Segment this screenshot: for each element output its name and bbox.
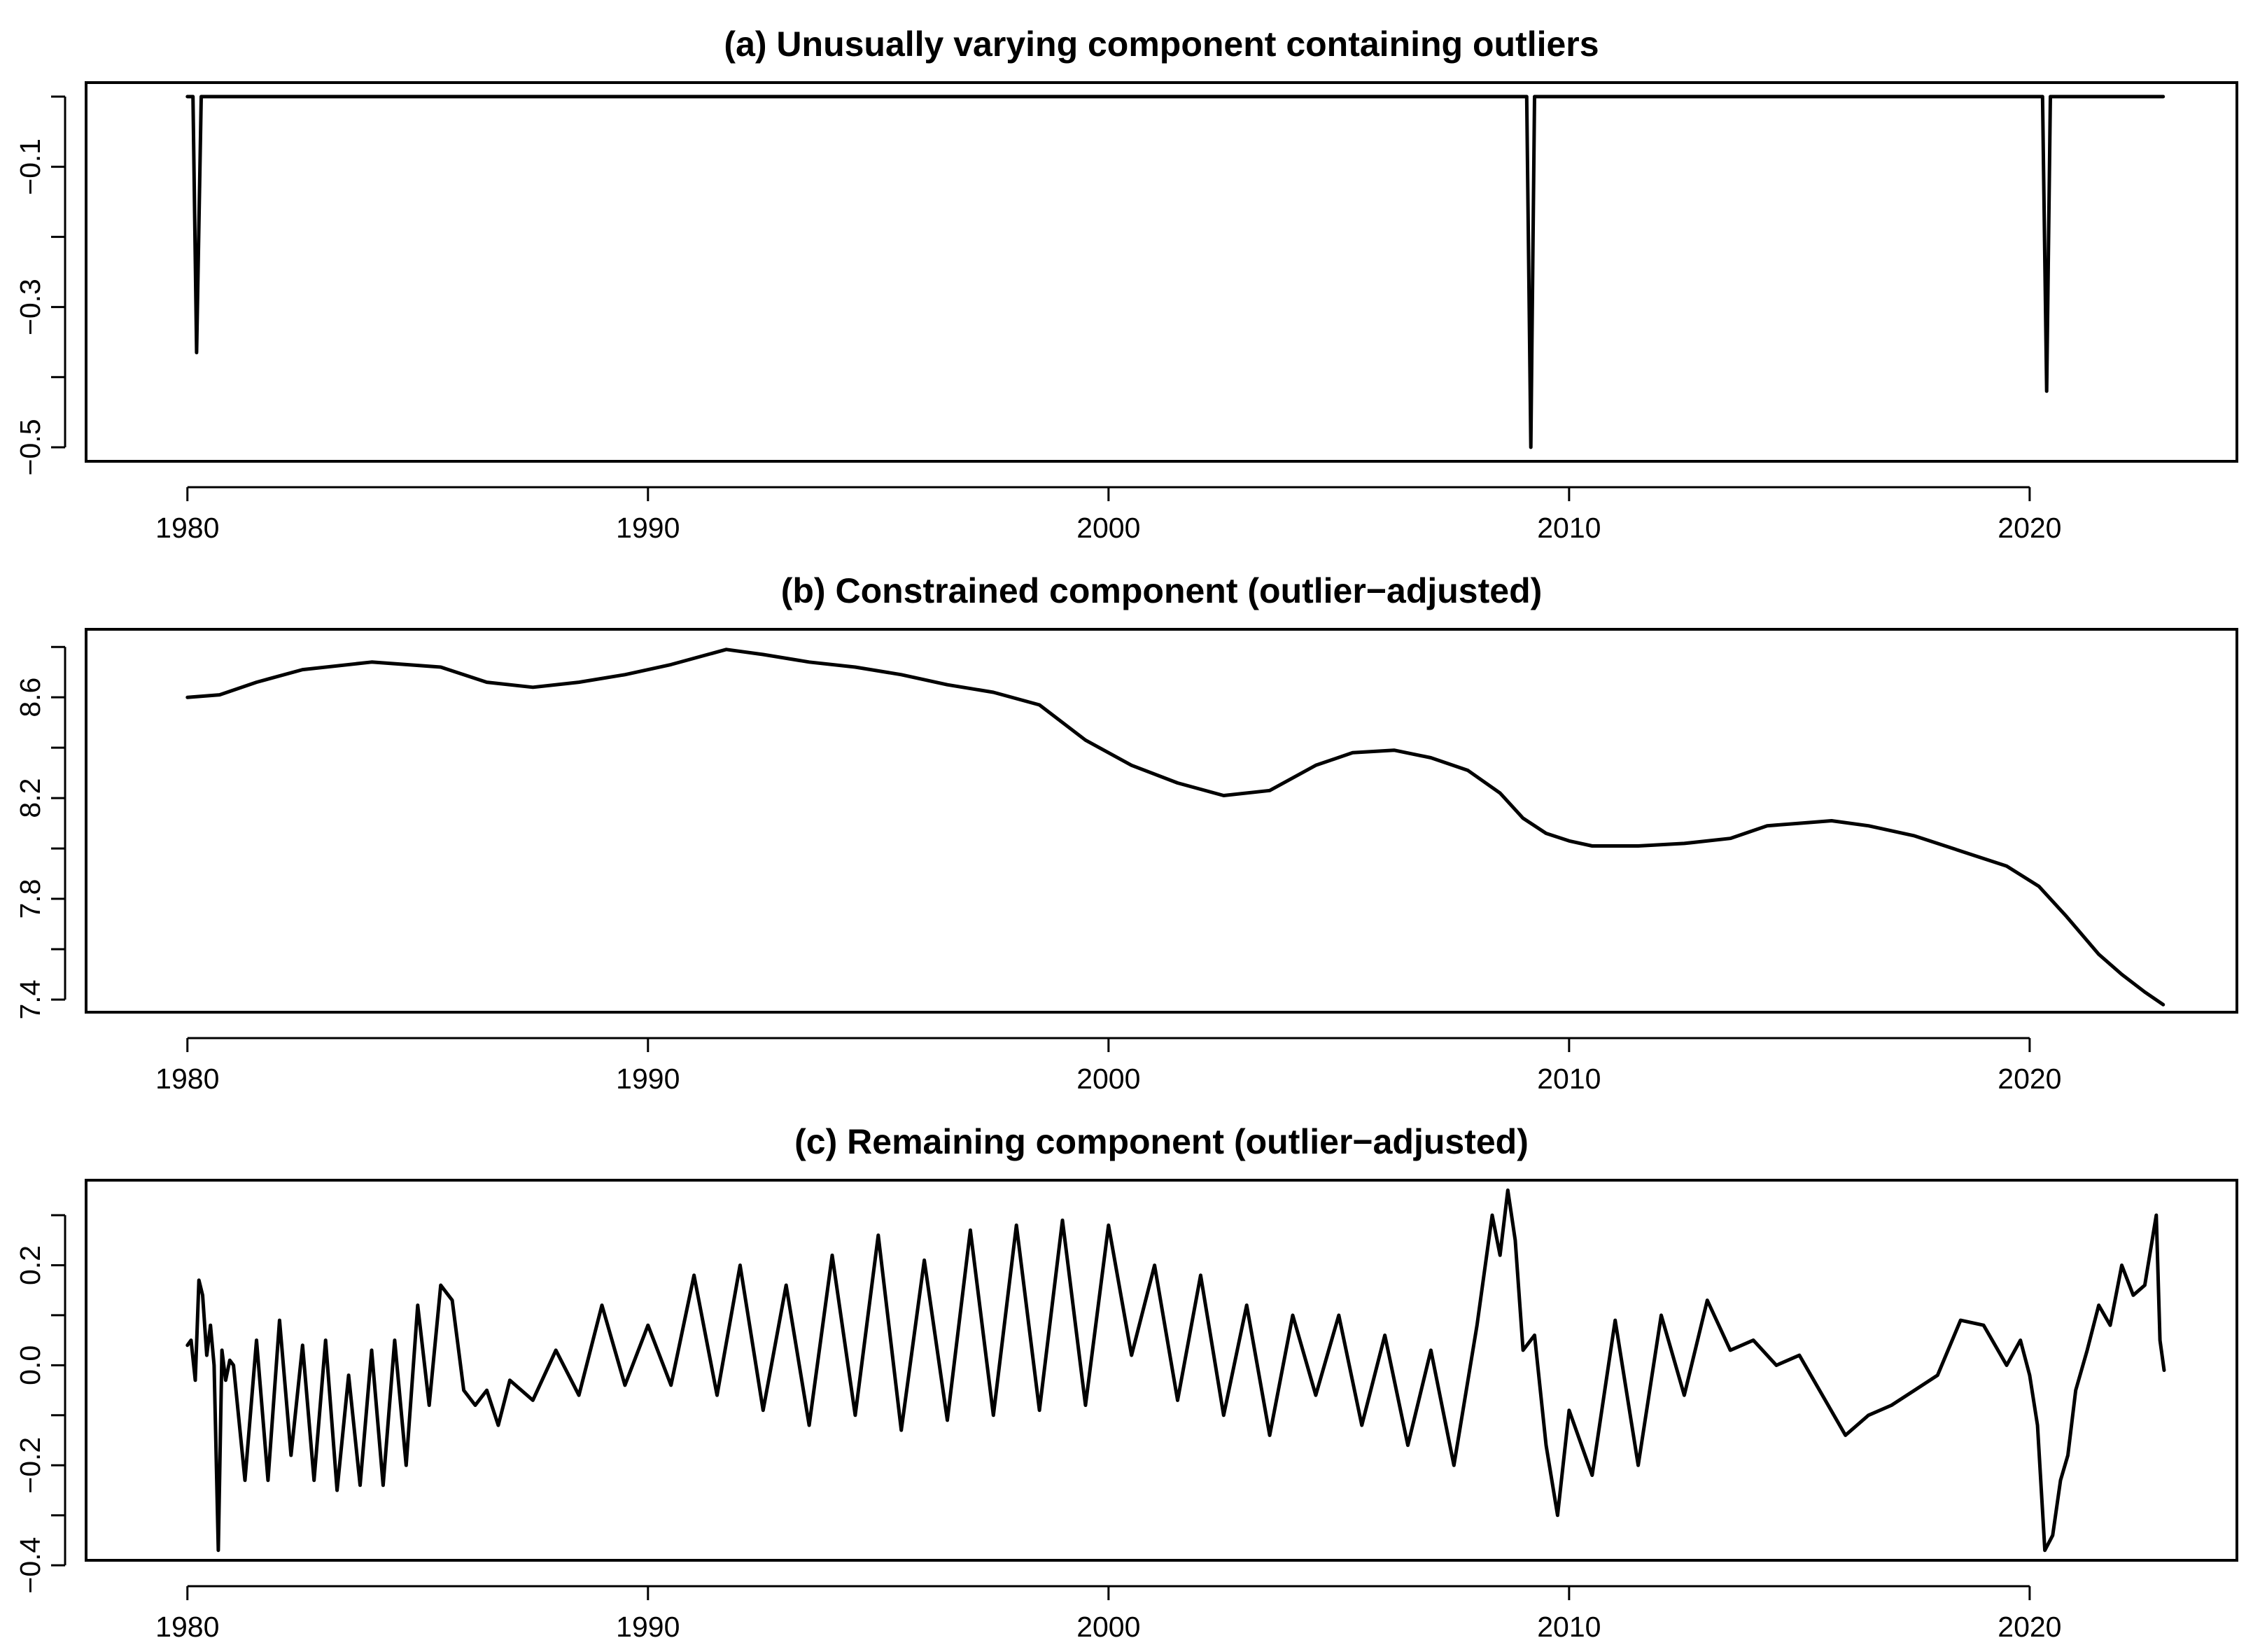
x-tick-label: 1990 <box>616 512 680 544</box>
x-tick-label: 2020 <box>1998 1063 2061 1095</box>
y-tick-label: −0.1 <box>14 139 46 195</box>
x-tick-label: 2000 <box>1076 1611 1140 1643</box>
x-tick-label: 2020 <box>1998 512 2061 544</box>
x-tick-label: 1990 <box>616 1611 680 1643</box>
x-tick-label: 2010 <box>1537 1611 1601 1643</box>
panel-2: (b) Constrained component (outlier−adjus… <box>14 571 2238 1095</box>
y-tick-label: 8.2 <box>14 778 46 818</box>
plot-frame <box>85 628 2238 1014</box>
y-tick-label: 7.4 <box>14 980 46 1020</box>
y-tick-label: −0.5 <box>14 419 46 475</box>
y-tick-label: 7.8 <box>14 879 46 919</box>
x-tick-label: 2010 <box>1537 1063 1601 1095</box>
panel-title: (a) Unusually varying component containi… <box>724 24 1599 64</box>
y-tick-label: 0.0 <box>14 1345 46 1385</box>
x-tick-label: 1980 <box>155 512 219 544</box>
x-tick-label: 1990 <box>616 1063 680 1095</box>
x-tick-label: 2000 <box>1076 1063 1140 1095</box>
y-tick-label: 8.6 <box>14 678 46 718</box>
panel-title: (b) Constrained component (outlier−adjus… <box>781 571 1543 610</box>
x-tick-label: 1980 <box>155 1611 219 1643</box>
plot-frame <box>85 1179 2238 1562</box>
y-tick-label: −0.2 <box>14 1437 46 1494</box>
panel-title: (c) Remaining component (outlier−adjuste… <box>794 1122 1529 1161</box>
y-tick-label: 0.2 <box>14 1245 46 1285</box>
x-tick-label: 1980 <box>155 1063 219 1095</box>
series-line <box>185 648 2166 1007</box>
panel-1: (a) Unusually varying component containi… <box>14 24 2238 544</box>
y-tick-label: −0.4 <box>14 1537 46 1594</box>
y-tick-label: −0.3 <box>14 279 46 335</box>
series-line <box>185 94 2166 449</box>
panel-3: (c) Remaining component (outlier−adjuste… <box>14 1122 2238 1643</box>
x-tick-label: 2010 <box>1537 512 1601 544</box>
series-line <box>185 1188 2166 1553</box>
x-tick-label: 2020 <box>1998 1611 2061 1643</box>
x-tick-label: 2000 <box>1076 512 1140 544</box>
plot-frame <box>85 81 2238 463</box>
